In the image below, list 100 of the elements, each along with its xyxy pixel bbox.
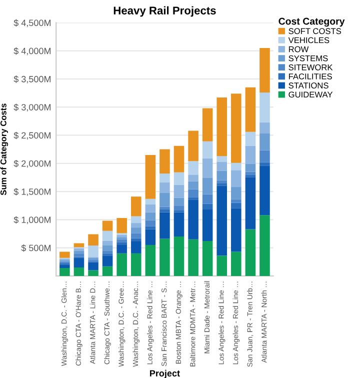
bar	[202, 241, 213, 276]
bar	[130, 233, 142, 238]
bar	[202, 194, 213, 204]
bar	[60, 268, 70, 276]
bar	[216, 98, 228, 156]
bar	[245, 229, 256, 276]
bar	[88, 246, 98, 257]
bar	[245, 177, 256, 230]
bar	[260, 162, 270, 166]
bar	[245, 164, 256, 172]
bar	[145, 204, 156, 212]
bar	[74, 254, 84, 257]
bar	[102, 241, 113, 246]
bar	[231, 187, 242, 200]
y-tick-label: $ 2,000M	[14, 160, 51, 168]
bar	[88, 270, 98, 276]
bar	[231, 94, 242, 163]
bar	[174, 236, 184, 276]
bar	[160, 174, 170, 183]
bar	[216, 180, 228, 184]
y-tick-label: $ 4,000M	[14, 47, 51, 56]
bar	[245, 146, 256, 164]
legend-label: SITEWORK	[288, 64, 333, 70]
bar	[145, 212, 156, 220]
bar	[245, 174, 256, 178]
bar	[245, 87, 256, 132]
legend-label: FACILITIES	[288, 73, 332, 80]
bar	[216, 183, 228, 186]
bar	[130, 238, 142, 242]
bar	[102, 250, 113, 254]
bar	[160, 212, 170, 239]
bar	[160, 182, 170, 193]
bar	[60, 264, 70, 268]
bar	[88, 262, 98, 270]
bar	[102, 256, 113, 266]
bar	[216, 256, 228, 276]
bar	[231, 202, 242, 208]
bar	[260, 215, 270, 276]
bar	[116, 218, 127, 234]
bar	[188, 189, 198, 198]
bar	[202, 204, 213, 210]
bar	[102, 230, 113, 242]
y-tick-label: $ 3,500M	[14, 76, 51, 84]
bar	[188, 161, 198, 175]
y-tick-label: $ 3,000M	[14, 104, 51, 112]
bar	[102, 266, 113, 276]
bar	[174, 172, 184, 185]
bar	[116, 234, 127, 238]
bar	[216, 162, 228, 171]
bar	[174, 146, 184, 172]
y-axis-title: Sum of Category Costs	[0, 104, 8, 196]
bar	[188, 197, 198, 200]
bar	[130, 223, 142, 228]
legend-title: Cost Category	[278, 18, 345, 27]
bar	[260, 92, 270, 122]
bar	[160, 206, 170, 210]
bar	[160, 149, 170, 174]
bar	[202, 141, 213, 158]
legend-label: VEHICLES	[288, 37, 330, 44]
legend-label: SOFT COSTS	[288, 28, 342, 34]
bar	[116, 239, 127, 242]
bar	[216, 170, 228, 180]
bar	[260, 48, 270, 92]
x-axis-title: Project	[150, 370, 180, 378]
bar	[202, 178, 213, 194]
bar	[116, 242, 127, 245]
chart-title: Heavy Rail Projects	[114, 6, 216, 17]
legend-label: STATIONS	[288, 82, 328, 88]
bar	[260, 122, 270, 134]
y-tick-label: $ 1,000M	[14, 216, 51, 224]
bar	[202, 210, 213, 242]
y-tick-label: $ 4,500M	[14, 19, 51, 28]
bar	[88, 234, 98, 246]
bar	[160, 238, 170, 276]
bar	[231, 162, 242, 170]
bar	[102, 246, 113, 251]
bar	[174, 198, 184, 206]
bar	[145, 229, 156, 245]
bar	[260, 134, 270, 150]
bar	[145, 244, 156, 276]
legend-label: SYSTEMS	[288, 55, 328, 62]
bar	[188, 181, 198, 190]
bar	[216, 186, 228, 256]
legend-label: GUIDEWAY	[288, 92, 333, 98]
bar	[188, 200, 198, 240]
legend-label: ROW	[288, 46, 309, 52]
bar	[102, 220, 113, 231]
y-tick-label: $ 1,500M	[14, 188, 51, 196]
bar	[74, 258, 84, 268]
bar	[174, 206, 184, 210]
bar	[145, 198, 156, 204]
bar	[74, 250, 84, 254]
bar	[160, 192, 170, 207]
bar	[231, 208, 242, 252]
bar	[130, 241, 142, 254]
bar	[188, 174, 198, 182]
bar	[145, 154, 156, 199]
bar	[74, 268, 84, 276]
bar	[231, 199, 242, 203]
bar	[174, 212, 184, 237]
